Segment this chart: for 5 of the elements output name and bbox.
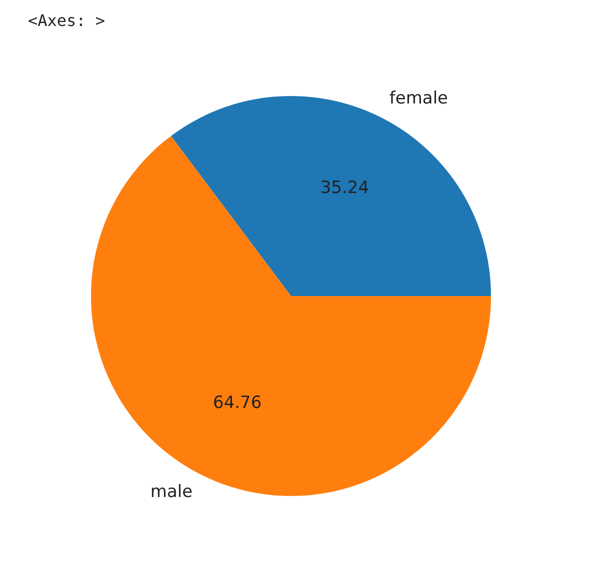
slice-label: male [150, 482, 193, 502]
text: <Axes: > [28, 11, 106, 30]
slice-label: female [389, 88, 448, 109]
data-label: 35.24 [320, 178, 370, 198]
data-label: 64.76 [212, 392, 262, 413]
